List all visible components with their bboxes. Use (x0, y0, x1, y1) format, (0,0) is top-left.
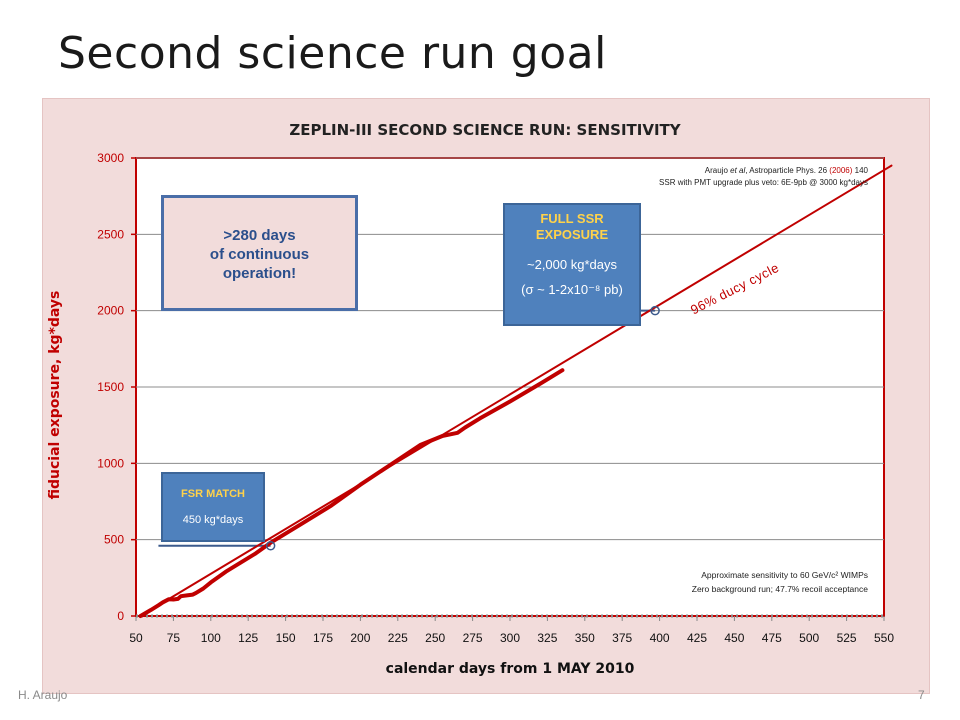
x-tick-label: 150 (276, 631, 296, 645)
slide-title: Second science run goal (58, 28, 607, 79)
fsr-value: 450 kg*days (182, 514, 244, 526)
ref-journal: , Astroparticle Phys. 26 (745, 166, 830, 175)
fsr-match-callout: FSR MATCH 450 kg*days (161, 472, 265, 542)
x-tick-label: 225 (388, 631, 408, 645)
y-tick-label: 2500 (97, 227, 124, 241)
ssr-value: ~2,000 kg*days (527, 257, 617, 272)
x-tick-label: 375 (612, 631, 632, 645)
x-axis-label: calendar days from 1 MAY 2010 (385, 661, 635, 677)
y-tick-label: 3000 (97, 151, 124, 165)
ref-page: 140 (852, 166, 868, 175)
projection-series-line (139, 164, 893, 617)
x-tick-label: 400 (650, 631, 670, 645)
x-tick-label: 500 (799, 631, 819, 645)
y-tick-label: 500 (104, 533, 124, 547)
x-tick-label: 100 (201, 631, 221, 645)
ssr-header-line: EXPOSURE (535, 227, 609, 242)
x-tick-label: 125 (238, 631, 258, 645)
y-tick-label: 2000 (97, 304, 124, 318)
author-footer: H. Araujo (18, 688, 68, 702)
x-tick-label: 300 (500, 631, 520, 645)
x-tick-label: 550 (874, 631, 894, 645)
ssr-header: FULL SSR EXPOSURE (505, 211, 639, 243)
x-tick-label: 425 (687, 631, 707, 645)
x-tick-label: 50 (129, 631, 143, 645)
chart-title: ZEPLIN-III SECOND SCIENCE RUN: SENSITIVI… (289, 121, 681, 139)
ssr-header-line: FULL SSR (540, 211, 604, 226)
ssr-sensitivity: (σ ~ 1-2x10⁻⁸ pb) (521, 282, 623, 297)
callout-line: >280 days (223, 227, 296, 244)
x-tick-label: 75 (167, 631, 181, 645)
y-tick-label: 1500 (97, 380, 124, 394)
full-ssr-callout: FULL SSR EXPOSURE ~2,000 kg*days (σ ~ 1-… (503, 203, 641, 326)
x-tick-label: 250 (425, 631, 445, 645)
x-tick-label: 275 (463, 631, 483, 645)
ref-year: (2006) (829, 166, 853, 175)
y-tick-label: 0 (117, 609, 124, 623)
x-tick-label: 175 (313, 631, 333, 645)
x-tick-label: 525 (837, 631, 857, 645)
page-number: 7 (918, 688, 925, 702)
callout-line: operation! (222, 265, 297, 282)
fsr-header: FSR MATCH (181, 488, 245, 500)
sensitivity-note: Approximate sensitivity to 60 GeV/c² WIM… (701, 570, 868, 580)
x-tick-label: 200 (350, 631, 370, 645)
continuous-operation-callout: >280 days of continuous operation! (161, 195, 358, 311)
data-marker (265, 541, 276, 551)
callout-line: of continuous (209, 246, 310, 263)
x-tick-label: 450 (724, 631, 744, 645)
x-tick-label: 350 (575, 631, 595, 645)
reference-note: SSR with PMT upgrade plus veto: 6E-9pb @… (659, 178, 868, 187)
reference-citation: Araujo et al, Astroparticle Phys. 26 (20… (705, 166, 868, 175)
y-axis-label: fiducial exposure, kg*days (47, 290, 63, 500)
exposure-series-line (138, 368, 565, 618)
data-marker (650, 305, 660, 316)
background-note: Zero background run; 47.7% recoil accept… (691, 584, 868, 594)
x-tick-label: 475 (762, 631, 782, 645)
ref-etal: et al (730, 166, 746, 175)
y-tick-label: 1000 (97, 456, 124, 470)
x-tick-label: 325 (537, 631, 557, 645)
ref-author: Araujo (704, 166, 731, 175)
